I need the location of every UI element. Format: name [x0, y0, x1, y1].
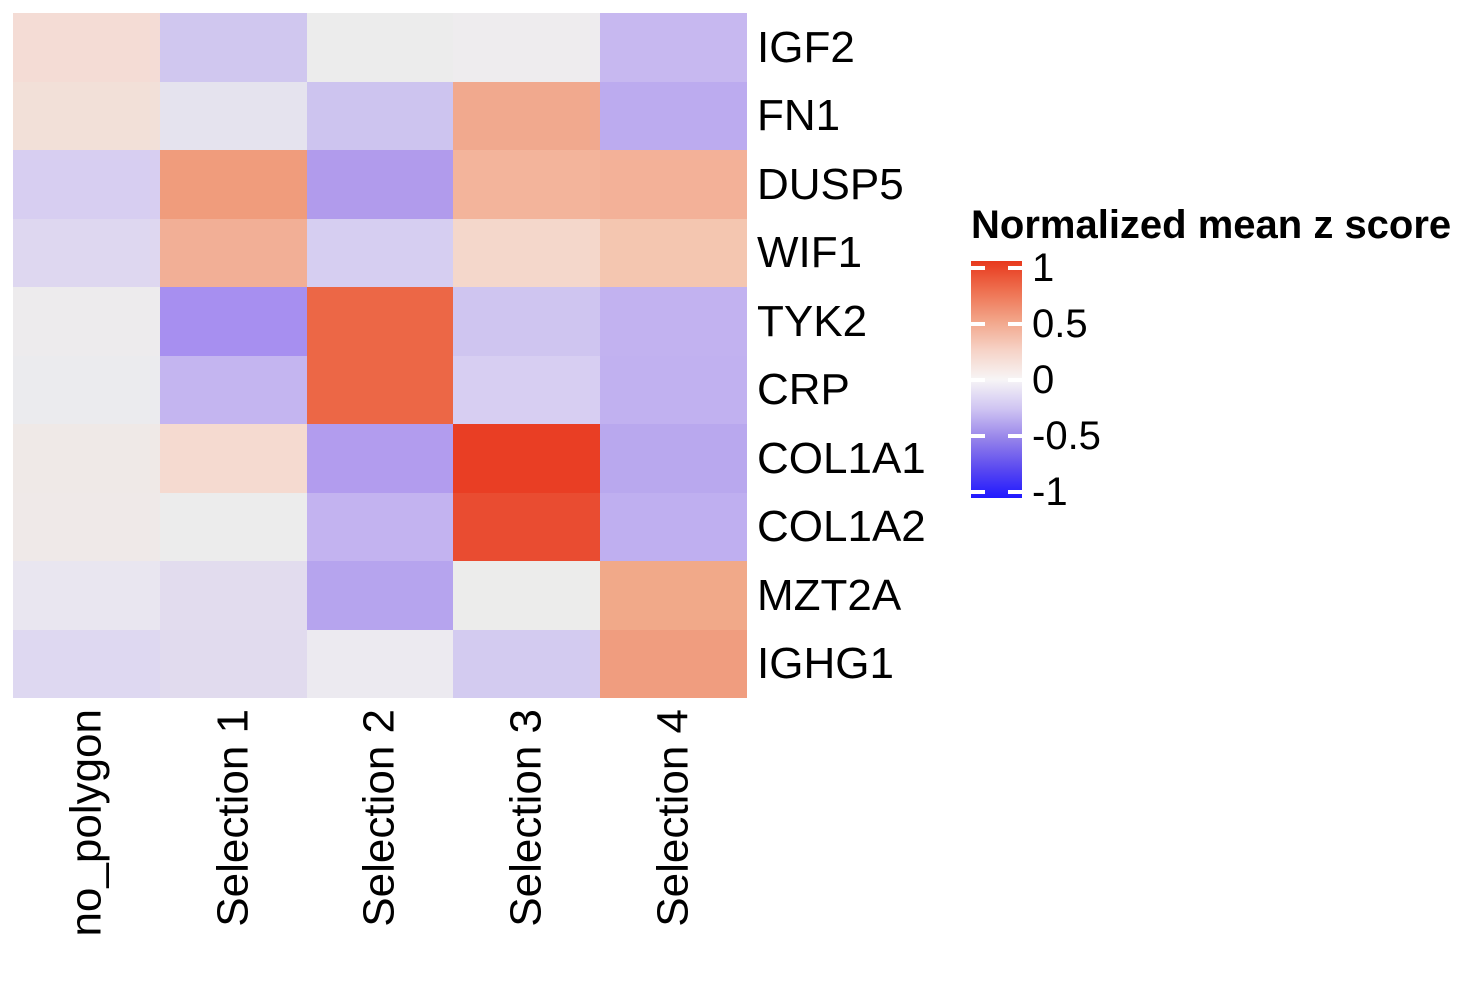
- heatmap-cell: [160, 424, 307, 493]
- heatmap-cell: [600, 150, 747, 219]
- heatmap-cell: [160, 493, 307, 561]
- heatmap-cell: [13, 493, 160, 561]
- heatmap-cell: [13, 424, 160, 493]
- heatmap-cell: [160, 82, 307, 150]
- legend-tick-label: -1: [1032, 470, 1068, 514]
- heatmap-cell: [160, 219, 307, 287]
- y-axis-label: TYK2: [757, 296, 868, 346]
- heatmap-cell: [160, 150, 307, 219]
- heatmap-cell: [600, 356, 747, 424]
- legend-tick-dash: [1008, 378, 1022, 382]
- legend-tick-dash: [1008, 266, 1022, 270]
- heatmap-cell: [13, 82, 160, 150]
- heatmap-cell: [307, 630, 453, 698]
- y-axis-label: COL1A1: [757, 433, 926, 483]
- legend-title: Normalized mean z score: [971, 203, 1452, 247]
- heatmap-cell: [453, 13, 600, 82]
- heatmap-cell: [13, 287, 160, 356]
- heatmap-cell: [307, 82, 453, 150]
- heatmap-cell: [600, 13, 747, 82]
- heatmap-cell: [600, 561, 747, 630]
- heatmap-cell: [307, 561, 453, 630]
- legend-tick-dash: [1008, 434, 1022, 438]
- y-axis-label: DUSP5: [757, 159, 904, 209]
- heatmap-cell: [600, 219, 747, 287]
- heatmap-cell: [13, 219, 160, 287]
- heatmap-cell: [453, 287, 600, 356]
- x-axis-label: Selection 2: [355, 709, 404, 927]
- heatmap-cell: [160, 13, 307, 82]
- x-axis-label: Selection 1: [208, 709, 258, 927]
- y-axis-label: MZT2A: [757, 570, 902, 620]
- legend-tick-label: -0.5: [1032, 414, 1101, 458]
- y-axis-label: IGF2: [757, 22, 855, 72]
- heatmap-cell: [453, 219, 600, 287]
- heatmap-cell: [453, 150, 600, 219]
- heatmap-cell: [307, 13, 453, 82]
- heatmap-cell: [453, 561, 600, 630]
- y-axis-label: WIF1: [757, 228, 863, 277]
- heatmap-cell: [13, 561, 160, 630]
- heatmap-cell: [453, 424, 600, 493]
- legend-tick-label: 0: [1032, 358, 1055, 402]
- heatmap-cell: [160, 356, 307, 424]
- heatmap-cell: [307, 356, 453, 424]
- x-axis-label: Selection 3: [501, 709, 551, 927]
- heatmap-cell: [307, 424, 453, 493]
- heatmap-cell: [13, 13, 160, 82]
- legend-tick-dash: [971, 266, 985, 270]
- y-axis-label: CRP: [757, 365, 850, 414]
- legend-tick-dash: [1008, 322, 1022, 326]
- legend-tick-dash: [971, 434, 985, 438]
- legend-tick-dash: [971, 378, 985, 382]
- legend-tick-label: 1: [1032, 246, 1055, 290]
- heatmap-cell: [600, 493, 747, 561]
- x-axis-label: Selection 4: [648, 709, 698, 927]
- heatmap-cell: [453, 82, 600, 150]
- heatmap-cell: [307, 150, 453, 219]
- heatmap-cell: [160, 287, 307, 356]
- heatmap-cell: [453, 630, 600, 698]
- heatmap-cell: [600, 82, 747, 150]
- y-axis-label: COL1A2: [757, 502, 926, 551]
- y-axis-label: FN1: [757, 91, 841, 140]
- heatmap-cell: [160, 561, 307, 630]
- heatmap-cell: [453, 356, 600, 424]
- heatmap-cell: [13, 630, 160, 698]
- heatmap-cell: [600, 630, 747, 698]
- x-axis-label: no_polygon: [61, 709, 111, 937]
- legend-tick-dash: [971, 490, 985, 494]
- heatmap-cell: [307, 219, 453, 287]
- heatmap-cell: [307, 493, 453, 561]
- heatmap-cell: [600, 424, 747, 493]
- heatmap-cell: [13, 150, 160, 219]
- legend-tick-label: 0.5: [1032, 302, 1088, 346]
- legend-tick-dash: [1008, 490, 1022, 494]
- legend-tick-dash: [971, 322, 985, 326]
- heatmap-cell: [600, 287, 747, 356]
- heatmap-cell: [307, 287, 453, 356]
- heatmap-cell: [453, 493, 600, 561]
- y-axis-label: IGHG1: [757, 639, 894, 688]
- heatmap-cell: [13, 356, 160, 424]
- heatmap-cell: [160, 630, 307, 698]
